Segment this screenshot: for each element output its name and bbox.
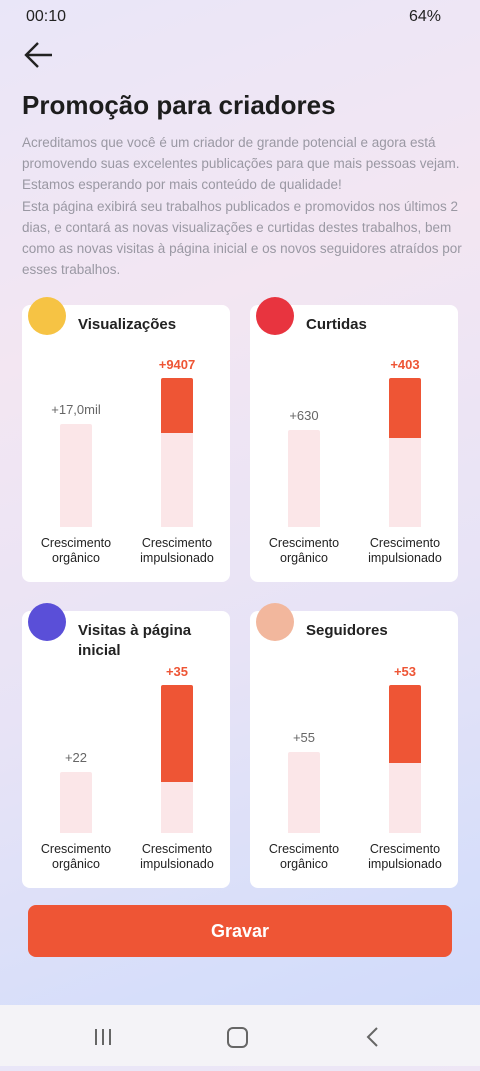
- boosted-base-bar: [389, 763, 421, 833]
- boosted-base-bar: [161, 433, 193, 527]
- boosted-value: +9407: [158, 357, 196, 372]
- organic-label: Crescimento orgânico: [268, 842, 340, 871]
- organic-value: +17,0mil: [51, 402, 101, 417]
- card-title: Seguidores: [306, 622, 388, 639]
- organic-bar: [288, 430, 320, 527]
- organic-label: Crescimento orgânico: [268, 536, 340, 565]
- boosted-bar: [161, 685, 193, 782]
- stat-card: Curtidas +630 +403 Crescimento orgânico Cres…: [250, 297, 458, 582]
- organic-bar: [60, 424, 92, 527]
- back-button[interactable]: [22, 40, 56, 70]
- boosted-label: Crescimento impulsionado: [368, 536, 442, 565]
- page-title: Promoção para criadores: [22, 90, 336, 120]
- status-battery: 64%: [409, 8, 442, 25]
- card-icon: [28, 297, 66, 335]
- card-title: Visitas à página inicial: [78, 622, 192, 659]
- card-title: Curtidas: [306, 316, 367, 333]
- record-button[interactable]: Gravar: [28, 905, 452, 957]
- intro-text: Acreditamos que você é um criador de gra…: [22, 135, 460, 192]
- boosted-bar: [389, 685, 421, 763]
- boosted-base-bar: [161, 782, 193, 833]
- organic-value: +630: [289, 408, 319, 423]
- card-icon: [256, 297, 294, 335]
- boosted-label: Crescimento impulsionado: [140, 842, 214, 871]
- boosted-value: +35: [165, 664, 189, 679]
- organic-value: +22: [64, 750, 88, 765]
- stat-card: Seguidores +55 +53 Crescimento orgânico Cres…: [250, 603, 458, 888]
- nav-bar: [0, 1005, 480, 1066]
- stat-card: Visualizações +17,0mil +9407 Crescimento or…: [22, 297, 230, 582]
- card-title: Visualizações: [78, 316, 177, 333]
- boosted-base-bar: [389, 438, 421, 527]
- card-icon: [28, 603, 66, 641]
- organic-label: Crescimento orgânico: [40, 536, 112, 565]
- boosted-bar: [161, 378, 193, 433]
- description-text: Esta página exibirá seu trabalhos public…: [22, 199, 462, 277]
- organic-label: Crescimento orgânico: [40, 842, 112, 871]
- boosted-value: +53: [393, 664, 417, 679]
- boosted-label: Crescimento impulsionado: [140, 536, 214, 565]
- boosted-value: +403: [390, 357, 420, 372]
- organic-bar: [60, 772, 92, 833]
- boosted-bar: [389, 378, 421, 438]
- stat-card: Visitas à página inicial +22 +35 Cresciment…: [22, 603, 230, 888]
- organic-bar: [288, 752, 320, 833]
- nav-icons: [95, 1027, 378, 1048]
- card-icon: [256, 603, 294, 641]
- boosted-label: Crescimento impulsionado: [368, 842, 442, 871]
- status-time: 00:10: [26, 8, 67, 25]
- organic-value: +55: [292, 730, 316, 745]
